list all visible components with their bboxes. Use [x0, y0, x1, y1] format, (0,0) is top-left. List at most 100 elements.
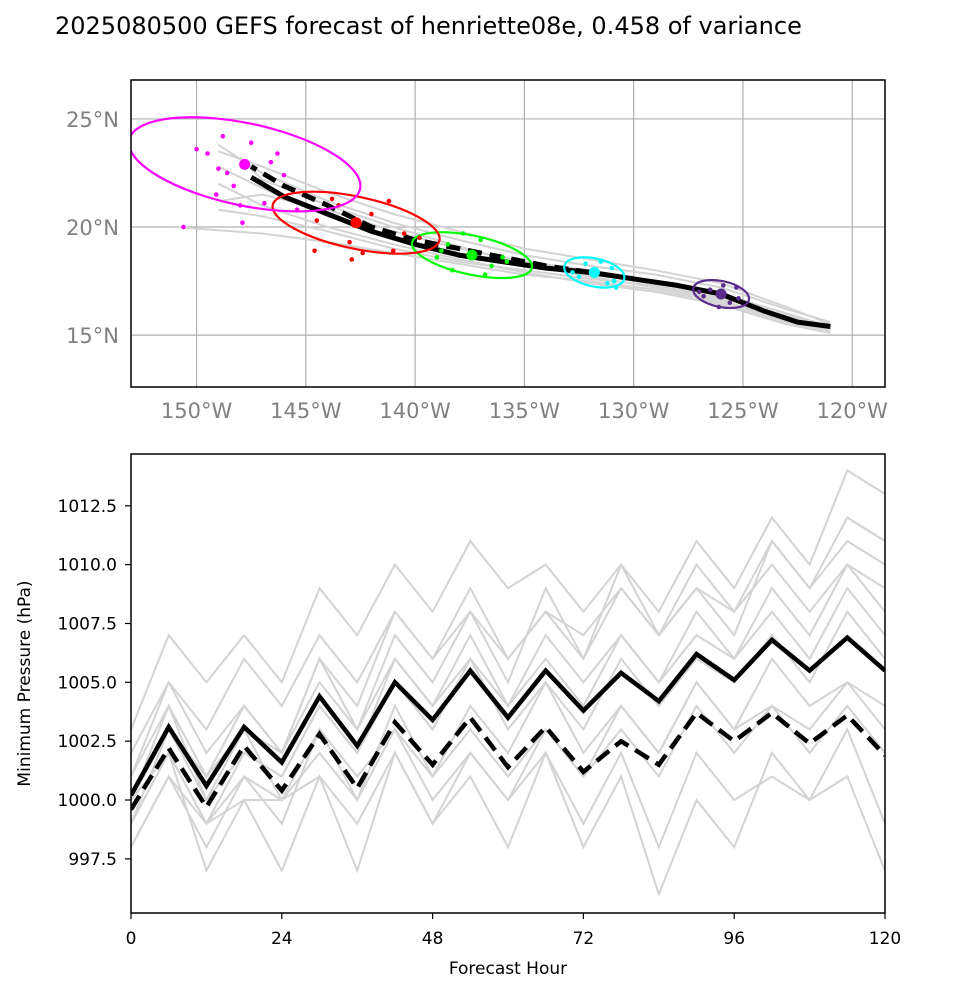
map-ytick-label: 15°N: [66, 324, 119, 348]
pressure-xtick-label: 96: [723, 929, 745, 949]
map-xtick-label: 130°W: [598, 399, 670, 423]
map-xtick-label: 145°W: [270, 399, 342, 423]
map-member-position: [216, 166, 221, 171]
map-xtick-label: 140°W: [379, 399, 451, 423]
map-member-position: [489, 263, 494, 269]
pressure-member-line: [131, 562, 885, 754]
map-mean-position: [239, 158, 251, 170]
map-member-position: [194, 146, 199, 152]
pressure-ytick-label: 1002.5: [58, 732, 117, 752]
pressure-ytick-label: 997.5: [68, 850, 117, 870]
map-frame: [130, 79, 886, 388]
map-uncertainty-ellipse: [271, 190, 441, 255]
map-member-position: [205, 151, 210, 156]
pressure-data-layer: [131, 469, 885, 898]
map-member-position: [220, 133, 226, 139]
map-member-position: [347, 239, 352, 245]
map-mean-position: [350, 217, 362, 229]
pressure-xtick-label: 24: [271, 929, 293, 949]
map-mean-position: [588, 266, 600, 278]
chart-title: 2025080500 GEFS forecast of henriette08e…: [55, 12, 802, 40]
map-uncertainty-ellipse: [410, 231, 534, 280]
map-member-position: [445, 242, 451, 247]
map-member-position: [736, 296, 741, 301]
pressure-member-line: [131, 727, 885, 850]
map-uncertainty-ellipse: [692, 278, 751, 310]
map-member-position: [439, 248, 444, 254]
map-ytick-label: 25°N: [66, 108, 119, 132]
map-member-position: [500, 254, 505, 260]
map-member-position: [609, 265, 615, 271]
map-member-position: [268, 159, 274, 165]
map-member-position: [248, 140, 254, 145]
map-member-position: [696, 289, 702, 295]
pressure-member-line: [131, 539, 885, 801]
map-xtick-label: 120°W: [817, 399, 889, 423]
map-member-position: [224, 170, 230, 176]
map-member-position: [262, 200, 267, 206]
map-member-position: [570, 270, 575, 275]
map-member-position: [482, 272, 488, 277]
map-member-position: [605, 280, 610, 286]
map-member-position: [231, 183, 237, 189]
map-uncertainty-ellipse: [131, 116, 362, 213]
pressure-member-line: [131, 750, 885, 898]
map-member-position: [504, 259, 510, 264]
map-member-position: [181, 224, 186, 230]
pressure-member-line: [131, 680, 885, 826]
pressure-frame: [130, 453, 886, 914]
pressure-xlabel: Forecast Hour: [449, 959, 567, 979]
map-control-track: [249, 164, 591, 275]
map-member-position: [434, 254, 440, 260]
map-xtick-label: 135°W: [489, 399, 561, 423]
map-member-position: [583, 261, 588, 267]
map-member-position: [727, 300, 733, 305]
pressure-ytick-label: 1000.0: [58, 791, 117, 811]
pressure-member-line: [131, 469, 885, 730]
map-member-position: [478, 237, 483, 243]
map-mean-position: [715, 288, 727, 300]
pressure-xtick-label: 48: [422, 929, 444, 949]
map-member-position: [701, 293, 706, 299]
map-member-position: [275, 151, 280, 156]
map-member-position: [213, 192, 219, 197]
map-member-position: [401, 231, 407, 236]
map-uncertainty-ellipse: [563, 256, 626, 289]
map-member-position: [720, 283, 726, 288]
map-xtick-label: 125°W: [707, 399, 779, 423]
pressure-control-line: [131, 709, 885, 812]
map-member-position: [329, 196, 335, 202]
pressure-ytick-label: 1012.5: [58, 497, 117, 517]
pressure-panel: 0 24 48 72 96 120 997.5 1000.0 1002.5 1005.0 1007.…: [15, 453, 901, 979]
map-member-position: [386, 198, 392, 204]
map-member-position: [369, 211, 374, 217]
map-member-position: [281, 172, 287, 178]
map-member-track: [217, 182, 831, 334]
map-mean-track: [249, 175, 831, 329]
pressure-xtick-label: 120: [869, 929, 901, 949]
map-member-position: [707, 287, 713, 293]
map-member-track: [218, 150, 831, 326]
pressure-ylabel: Minimum Pressure (hPa): [15, 580, 35, 786]
map-member-position: [349, 257, 355, 262]
pressure-xtick-label: 0: [126, 929, 137, 949]
pressure-member-line: [131, 516, 885, 777]
map-member-position: [240, 220, 245, 225]
map-mean-position: [466, 249, 478, 261]
map-member-position: [360, 250, 365, 256]
map-member-position: [390, 248, 396, 254]
map-member-position: [314, 218, 320, 223]
pressure-xtick-label: 72: [573, 929, 595, 949]
map-member-position: [576, 274, 582, 280]
pressure-mean-line: [131, 634, 885, 797]
pressure-ytick-label: 1007.5: [58, 614, 117, 634]
pressure-ytick-label: 1010.0: [58, 556, 117, 576]
map-ytick-label: 20°N: [66, 216, 119, 240]
pressure-member-line: [131, 656, 885, 850]
pressure-member-line: [131, 586, 885, 826]
map-data-layer: [131, 116, 831, 334]
map-xtick-label: 150°W: [161, 399, 233, 423]
map-member-position: [312, 248, 317, 254]
map-member-position: [611, 278, 617, 284]
